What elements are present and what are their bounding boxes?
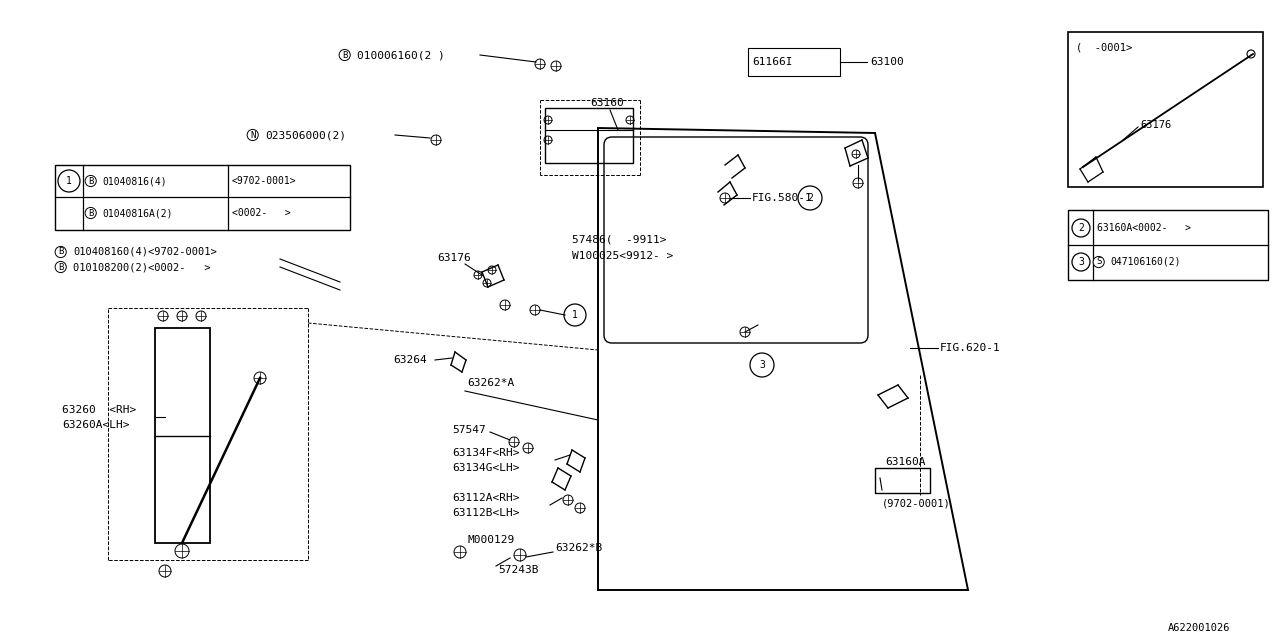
Text: A622001026: A622001026 [1167, 623, 1230, 633]
Text: 63260A<LH>: 63260A<LH> [61, 420, 129, 430]
Text: B: B [88, 177, 93, 186]
Text: 63112A<RH>: 63112A<RH> [452, 493, 520, 503]
Text: 023506000(2): 023506000(2) [265, 130, 346, 140]
Bar [876, 468, 931, 493]
Text: 1: 1 [572, 310, 579, 320]
Text: 63160A<0002-   >: 63160A<0002- > [1097, 223, 1190, 233]
Text: S: S [1096, 257, 1101, 266]
Text: 61166I: 61166I [753, 57, 792, 67]
Text: 2: 2 [808, 193, 813, 203]
Text: 010408160(4)<9702-0001>: 010408160(4)<9702-0001> [73, 247, 216, 257]
Text: 63134G<LH>: 63134G<LH> [452, 463, 520, 473]
Bar [748, 48, 840, 76]
Text: 1: 1 [67, 176, 72, 186]
Text: 3: 3 [759, 360, 765, 370]
Text: W100025<9912- >: W100025<9912- > [572, 251, 673, 261]
Text: 3: 3 [1078, 257, 1084, 267]
Text: 63160: 63160 [590, 98, 623, 108]
Text: B: B [88, 209, 93, 218]
Text: 63260  <RH>: 63260 <RH> [61, 405, 136, 415]
Text: 63134F<RH>: 63134F<RH> [452, 448, 520, 458]
Bar [1068, 32, 1263, 187]
Text: 01040816A(2): 01040816A(2) [102, 208, 173, 218]
Text: FIG.580-1: FIG.580-1 [753, 193, 813, 203]
Bar [545, 108, 634, 163]
Text: 63264: 63264 [393, 355, 426, 365]
Text: 2: 2 [1078, 223, 1084, 233]
Text: 63160A: 63160A [884, 457, 925, 467]
Text: (  -0001>: ( -0001> [1076, 43, 1133, 53]
Text: 010006160(2 ): 010006160(2 ) [357, 50, 444, 60]
Text: 57486(  -9911>: 57486( -9911> [572, 235, 667, 245]
Text: 63100: 63100 [870, 57, 904, 67]
Bar [155, 328, 210, 543]
Text: N: N [250, 131, 256, 140]
Text: 01040816(4): 01040816(4) [102, 176, 166, 186]
Text: 047106160(2): 047106160(2) [1110, 257, 1180, 267]
Text: B: B [58, 262, 64, 271]
Bar [1068, 210, 1268, 280]
Text: (9702-0001): (9702-0001) [882, 498, 951, 508]
Text: 63262*B: 63262*B [556, 543, 603, 553]
Text: 63262*A: 63262*A [467, 378, 515, 388]
Bar [55, 165, 349, 230]
Text: M000129: M000129 [468, 535, 516, 545]
Text: 57547: 57547 [452, 425, 485, 435]
Text: 010108200(2)<0002-   >: 010108200(2)<0002- > [73, 262, 210, 272]
Text: 63176: 63176 [436, 253, 471, 263]
Text: 63176: 63176 [1140, 120, 1171, 130]
Text: B: B [342, 51, 347, 60]
Text: B: B [58, 248, 64, 257]
Text: <0002-   >: <0002- > [232, 208, 291, 218]
Text: 63112B<LH>: 63112B<LH> [452, 508, 520, 518]
Text: FIG.620-1: FIG.620-1 [940, 343, 1001, 353]
Text: 57243B: 57243B [498, 565, 539, 575]
Text: <9702-0001>: <9702-0001> [232, 176, 297, 186]
